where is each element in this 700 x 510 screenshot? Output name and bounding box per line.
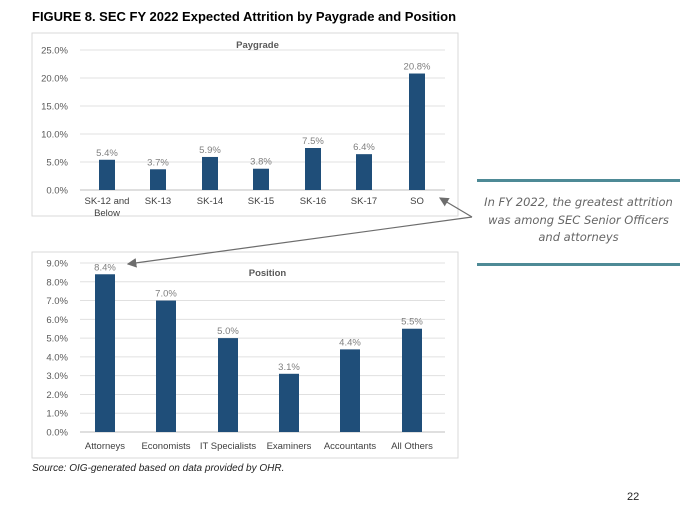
arrow-to-so xyxy=(438,197,473,218)
y-tick-label: 0.0% xyxy=(46,428,68,439)
bar-it-specialists xyxy=(218,338,238,432)
chart-title: Position xyxy=(249,268,287,279)
page-number: 22 xyxy=(627,491,640,503)
category-label: Examiners xyxy=(267,441,312,452)
y-tick-label: 20.0% xyxy=(41,74,68,85)
y-tick-label: 8.0% xyxy=(46,277,68,288)
y-tick-label: 15.0% xyxy=(41,102,68,113)
data-label: 3.8% xyxy=(250,157,272,168)
category-label: IT Specialists xyxy=(200,441,257,452)
category-label: All Others xyxy=(391,441,433,452)
bar-sk-16 xyxy=(305,148,321,190)
category-label: SK-17 xyxy=(351,196,377,207)
y-tick-label: 25.0% xyxy=(41,46,68,57)
chart-paygrade: 0.0% 5.0% 10.0% 15.0% 20.0% 25.0% Paygrade 5.4%… xyxy=(31,32,459,219)
bar-economists xyxy=(156,300,176,432)
bar-sk-15 xyxy=(253,168,269,190)
y-tick-label: 7.0% xyxy=(46,296,68,307)
bar-accountants xyxy=(340,349,360,432)
data-label: 7.5% xyxy=(302,136,324,147)
data-label: 5.9% xyxy=(199,145,221,156)
y-tick-label: 2.0% xyxy=(46,390,68,401)
category-label: Accountants xyxy=(324,441,377,452)
data-label: 3.7% xyxy=(147,157,169,168)
callout-bottom-rule xyxy=(477,263,680,266)
callout-top-rule xyxy=(477,179,680,182)
category-label: SK-15 xyxy=(248,196,274,207)
bar-sk-13 xyxy=(150,169,166,190)
callout-text: In FY 2022, the greatest attrition was a… xyxy=(484,195,673,244)
bar-sk-14 xyxy=(202,156,218,190)
category-label: SK-14 xyxy=(197,196,223,207)
chart-frame xyxy=(31,32,459,217)
data-label: 6.4% xyxy=(353,142,375,153)
category-label: Attorneys xyxy=(85,441,125,452)
category-label: Below xyxy=(94,208,120,219)
source-note: Source: OIG-generated based on data prov… xyxy=(32,463,285,474)
data-label: 7.0% xyxy=(155,289,177,300)
bar-sk-17 xyxy=(356,154,372,190)
bar-all-others xyxy=(402,328,422,432)
chart-title: Paygrade xyxy=(236,40,279,51)
figure-title: FIGURE 8. SEC FY 2022 Expected Attrition… xyxy=(32,9,457,24)
y-tick-label: 10.0% xyxy=(41,130,68,141)
arrow-to-attorneys xyxy=(126,216,473,268)
data-label: 4.4% xyxy=(339,337,361,348)
bar-attorneys xyxy=(95,274,115,432)
category-label: SO xyxy=(410,196,424,207)
data-label: 8.4% xyxy=(94,262,116,273)
category-label: SK-13 xyxy=(145,196,171,207)
data-label: 5.4% xyxy=(96,148,118,159)
bar-so xyxy=(409,73,425,190)
y-tick-label: 3.0% xyxy=(46,371,68,382)
y-tick-label: 5.0% xyxy=(46,158,68,169)
data-label: 5.5% xyxy=(401,317,423,328)
category-label: SK-16 xyxy=(300,196,326,207)
data-label: 3.1% xyxy=(278,362,300,373)
data-label: 20.8% xyxy=(404,62,431,73)
bar-sk-12-and-below xyxy=(99,159,115,190)
y-tick-label: 4.0% xyxy=(46,352,68,363)
data-label: 5.0% xyxy=(217,326,239,337)
category-label: Economists xyxy=(141,441,190,452)
y-tick-label: 5.0% xyxy=(46,334,68,345)
chart-position: 0.0% 1.0% 2.0% 3.0% 4.0% 5.0% 6.0% 7.0% 8.0% 9.0%… xyxy=(31,251,459,459)
y-tick-label: 9.0% xyxy=(46,259,68,270)
y-tick-label: 0.0% xyxy=(46,186,68,197)
y-tick-label: 6.0% xyxy=(46,315,68,326)
y-tick-label: 1.0% xyxy=(46,409,68,420)
bar-examiners xyxy=(279,373,299,432)
category-label: SK-12 and xyxy=(85,196,130,207)
